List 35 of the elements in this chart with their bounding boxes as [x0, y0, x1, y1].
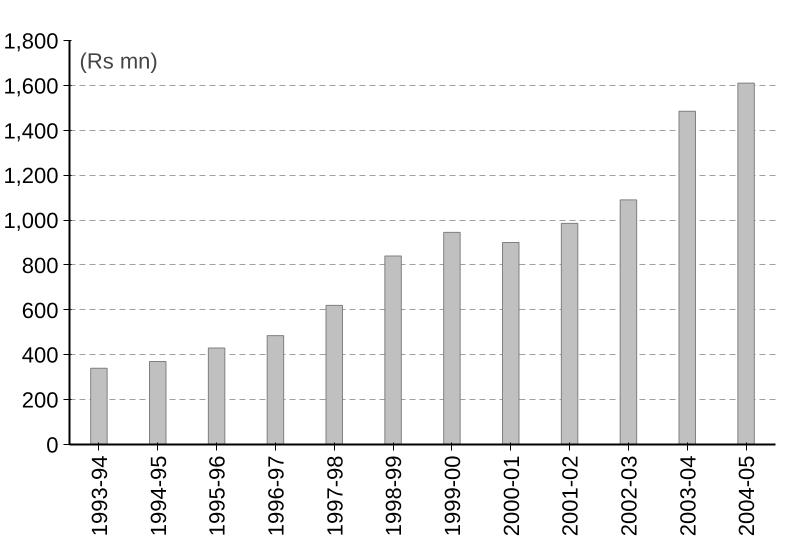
bar: [560, 222, 578, 444]
x-tick-label: 1997-98: [322, 455, 348, 536]
x-tick-label: 1995-96: [204, 455, 230, 536]
y-tick-label: 1,000: [3, 208, 59, 234]
x-tick-label: 2002-03: [616, 455, 642, 536]
bar: [443, 232, 461, 444]
x-tick-label: 2001-02: [558, 455, 583, 536]
x-tick-label: 1999-00: [440, 455, 465, 536]
x-tick-label: 2003-04: [675, 455, 700, 536]
y-tick-label: 400: [22, 342, 59, 368]
y-tick-label: 1,200: [3, 163, 59, 188]
bar: [737, 82, 755, 444]
x-tick-label: 1998-99: [381, 455, 406, 536]
bar: [266, 335, 284, 444]
y-tick-label: 200: [22, 388, 59, 413]
y-tick-label: 1,400: [3, 118, 59, 144]
bar: [90, 368, 108, 444]
bar: [149, 360, 166, 444]
y-tick-label: 0: [46, 432, 59, 458]
bar: [384, 255, 402, 444]
x-tick-label: 2000-01: [498, 455, 524, 536]
y-tick-label: 800: [22, 252, 59, 278]
bar: [678, 110, 696, 444]
bar: [502, 242, 520, 444]
annotation: (Rs mn): [80, 48, 158, 74]
x-tick-label: 1996-97: [263, 455, 288, 536]
x-tick-label: 1994-95: [146, 455, 171, 536]
x-tick-label: 2004-05: [734, 455, 760, 536]
bar: [326, 304, 343, 444]
y-tick-label: 1,800: [3, 28, 59, 54]
y-tick-label: 1,600: [3, 73, 59, 98]
x-tick-label: 1993-94: [86, 455, 112, 536]
y-tick-label: 600: [22, 298, 59, 323]
bar: [208, 347, 226, 444]
bar: [620, 199, 638, 444]
